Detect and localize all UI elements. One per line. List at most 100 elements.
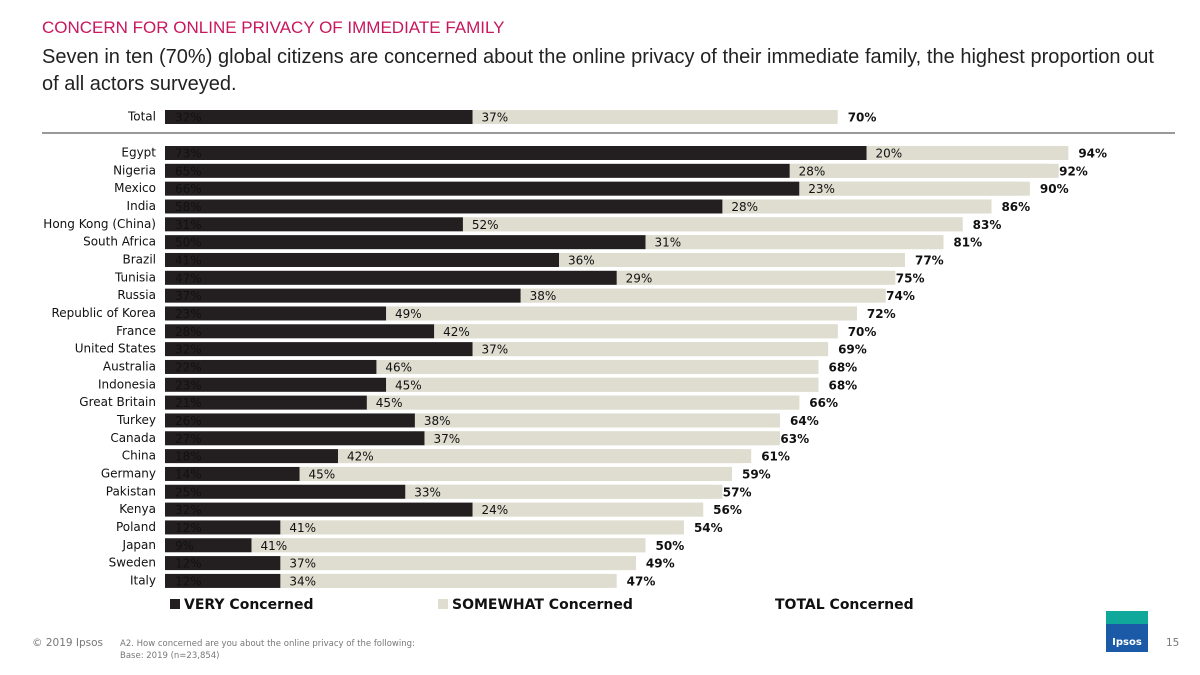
total-label: 49% (646, 557, 675, 571)
somewhat-label: 37% (289, 557, 316, 571)
legend-swatch (170, 599, 180, 609)
very-bar (165, 270, 617, 285)
legend-label: SOMEWHAT Concerned (452, 597, 633, 613)
very-bar (165, 163, 790, 178)
category-label: Australia (103, 359, 156, 373)
category-label: Turkey (116, 413, 156, 427)
category-label: Kenya (119, 502, 156, 516)
very-bar (165, 520, 281, 535)
somewhat-bar (472, 110, 829, 124)
total-label: 66% (809, 396, 838, 410)
category-label: India (127, 199, 156, 213)
somewhat-bar (337, 449, 742, 464)
very-bar (165, 110, 473, 124)
category-label: Indonesia (98, 377, 156, 391)
chart-subtitle: Seven in ten (70%) global citizens are c… (42, 46, 1154, 95)
legend-swatch (438, 599, 448, 609)
very-bar (165, 199, 723, 214)
somewhat-bar (386, 306, 857, 321)
base-note: Base: 2019 (n=23,854) (120, 651, 220, 661)
somewhat-bar (405, 484, 723, 499)
very-label: 37% (175, 289, 202, 303)
somewhat-label: 24% (482, 503, 509, 517)
somewhat-label: 38% (424, 414, 451, 428)
category-label: Nigeria (113, 163, 156, 177)
total-label: 57% (723, 485, 752, 499)
somewhat-bar (616, 270, 896, 285)
total-label: 90% (1040, 182, 1069, 196)
somewhat-label: 20% (876, 147, 903, 161)
very-label: 12% (175, 574, 202, 588)
very-bar (165, 359, 377, 374)
category-label: Canada (110, 431, 156, 445)
very-label: 32% (175, 343, 202, 357)
somewhat-bar (520, 288, 886, 303)
category-label: Brazil (123, 252, 157, 266)
somewhat-label: 31% (655, 236, 682, 250)
very-bar (165, 573, 281, 588)
total-label: 61% (761, 450, 790, 464)
somewhat-label: 37% (482, 343, 509, 357)
somewhat-bar (376, 359, 819, 374)
somewhat-label: 45% (309, 467, 336, 481)
somewhat-label: 38% (530, 289, 557, 303)
very-label: 28% (175, 325, 202, 339)
very-label: 41% (175, 253, 202, 267)
very-label: 18% (175, 450, 202, 464)
somewhat-label: 41% (260, 539, 287, 553)
somewhat-label: 33% (414, 485, 441, 499)
somewhat-label: 37% (433, 432, 460, 446)
category-label: Germany (101, 466, 156, 480)
somewhat-bar (472, 342, 829, 357)
total-label: 75% (896, 271, 925, 285)
category-label: Japan (122, 538, 156, 552)
very-bar (165, 538, 252, 553)
total-label: 50% (656, 539, 685, 553)
somewhat-bar (251, 538, 646, 553)
somewhat-label: 29% (626, 271, 653, 285)
somewhat-bar (280, 520, 675, 535)
total-label: 59% (742, 467, 771, 481)
somewhat-label: 37% (482, 111, 509, 125)
very-bar (165, 146, 867, 160)
question-note: A2. How concerned are you about the onli… (120, 639, 415, 649)
somewhat-bar (280, 573, 608, 588)
somewhat-label: 28% (799, 164, 826, 178)
somewhat-bar (424, 431, 781, 446)
somewhat-label: 45% (395, 378, 422, 392)
category-label: France (116, 324, 156, 338)
somewhat-bar (866, 146, 1059, 160)
very-bar (165, 466, 300, 481)
total-label: 94% (1078, 147, 1107, 161)
somewhat-bar (434, 324, 838, 339)
total-label: 68% (828, 378, 857, 392)
copyright: © 2019 Ipsos (32, 637, 104, 649)
somewhat-label: 36% (568, 253, 595, 267)
total-label: 64% (790, 414, 819, 428)
very-label: 32% (175, 503, 202, 517)
somewhat-label: 28% (731, 200, 758, 214)
very-bar (165, 235, 646, 250)
somewhat-bar (722, 199, 992, 214)
total-label: 54% (694, 521, 723, 535)
very-label: 50% (175, 236, 202, 250)
very-bar (165, 252, 560, 267)
somewhat-label: 42% (347, 450, 374, 464)
category-label: United States (75, 342, 156, 356)
very-bar (165, 288, 521, 303)
very-label: 27% (175, 432, 202, 446)
category-label: Russia (117, 288, 156, 302)
category-label: Republic of Korea (51, 306, 156, 320)
somewhat-bar (280, 556, 636, 571)
somewhat-bar (799, 181, 1021, 196)
category-label: Hong Kong (China) (43, 217, 156, 231)
very-bar (165, 324, 435, 339)
somewhat-label: 23% (808, 182, 835, 196)
very-label: 9% (175, 539, 194, 553)
somewhat-bar (414, 413, 781, 428)
somewhat-label: 34% (289, 574, 316, 588)
somewhat-bar (472, 502, 704, 517)
very-label: 31% (175, 218, 202, 232)
somewhat-bar (789, 163, 1059, 178)
category-label: Great Britain (79, 395, 156, 409)
